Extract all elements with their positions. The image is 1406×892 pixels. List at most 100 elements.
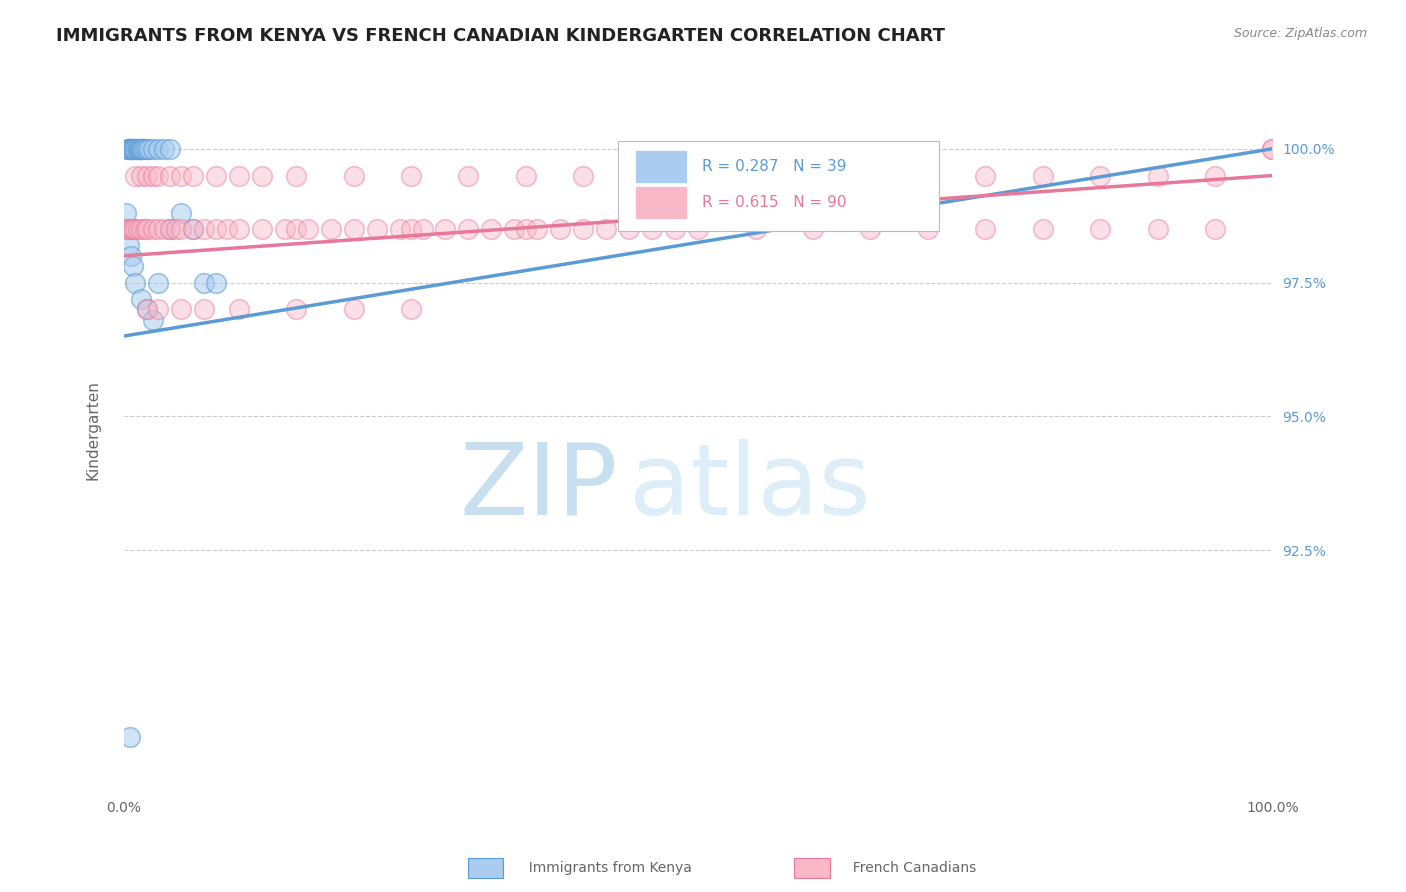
Point — [138, 142, 160, 156]
Point — [744, 169, 766, 183]
Point — [117, 238, 139, 252]
Point — [515, 169, 537, 183]
Point — [142, 142, 165, 156]
Point — [343, 169, 366, 183]
Point — [117, 222, 139, 236]
Point — [399, 302, 422, 317]
Point — [859, 222, 882, 236]
Point — [129, 169, 152, 183]
Point — [285, 222, 308, 236]
Point — [572, 169, 595, 183]
Point — [744, 222, 766, 236]
Point — [217, 222, 239, 236]
Text: atlas: atlas — [630, 439, 870, 536]
Text: French Canadians: French Canadians — [844, 861, 976, 875]
Point — [526, 222, 548, 236]
Point — [595, 222, 617, 236]
Point — [135, 142, 157, 156]
Point — [1146, 169, 1168, 183]
Point — [159, 222, 181, 236]
Point — [481, 222, 503, 236]
Point — [1204, 222, 1226, 236]
Point — [1032, 169, 1054, 183]
Text: IMMIGRANTS FROM KENYA VS FRENCH CANADIAN KINDERGARTEN CORRELATION CHART: IMMIGRANTS FROM KENYA VS FRENCH CANADIAN… — [56, 27, 945, 45]
Point — [124, 222, 146, 236]
FancyBboxPatch shape — [617, 141, 939, 231]
Point — [619, 222, 641, 236]
Point — [142, 169, 165, 183]
Point — [129, 142, 152, 156]
Point — [181, 222, 204, 236]
Point — [343, 222, 366, 236]
Point — [688, 169, 710, 183]
Point — [127, 222, 149, 236]
Point — [135, 169, 157, 183]
Point — [135, 222, 157, 236]
Point — [170, 169, 193, 183]
Point — [135, 302, 157, 317]
Point — [285, 169, 308, 183]
Point — [125, 142, 148, 156]
Point — [122, 142, 145, 156]
Text: Immigrants from Kenya: Immigrants from Kenya — [520, 861, 692, 875]
Point — [399, 169, 422, 183]
Point — [285, 302, 308, 317]
Text: R = 0.615   N = 90: R = 0.615 N = 90 — [702, 194, 846, 210]
Point — [117, 142, 139, 156]
Point — [118, 222, 141, 236]
Point — [917, 169, 939, 183]
Y-axis label: Kindergarten: Kindergarten — [86, 380, 100, 480]
Point — [129, 222, 152, 236]
Point — [434, 222, 457, 236]
Point — [142, 222, 165, 236]
Point — [859, 169, 882, 183]
Point — [122, 142, 145, 156]
Text: ZIP: ZIP — [460, 439, 617, 536]
Point — [148, 222, 170, 236]
Point — [128, 142, 150, 156]
Point — [1146, 222, 1168, 236]
Point — [120, 142, 142, 156]
Point — [974, 222, 997, 236]
Point — [135, 302, 157, 317]
Point — [193, 276, 215, 290]
Point — [917, 222, 939, 236]
Text: Source: ZipAtlas.com: Source: ZipAtlas.com — [1233, 27, 1367, 40]
Point — [170, 206, 193, 220]
Point — [124, 142, 146, 156]
Point — [399, 222, 422, 236]
Point — [148, 169, 170, 183]
Point — [641, 222, 664, 236]
Point — [134, 222, 156, 236]
Point — [1088, 169, 1111, 183]
Point — [250, 169, 273, 183]
Point — [572, 222, 595, 236]
Point — [1032, 222, 1054, 236]
Point — [131, 142, 153, 156]
Point — [664, 222, 686, 236]
Point — [204, 276, 226, 290]
Text: R = 0.287   N = 39: R = 0.287 N = 39 — [702, 159, 846, 174]
Point — [1204, 169, 1226, 183]
Point — [118, 731, 141, 745]
Point — [142, 313, 165, 327]
Point — [118, 142, 141, 156]
Point — [127, 142, 149, 156]
Point — [181, 222, 204, 236]
Point — [165, 222, 187, 236]
Point — [124, 276, 146, 290]
Point — [228, 169, 250, 183]
Point — [170, 222, 193, 236]
Point — [1088, 222, 1111, 236]
Point — [148, 302, 170, 317]
Point — [412, 222, 434, 236]
Point — [250, 222, 273, 236]
Bar — [636, 150, 686, 183]
Point — [457, 169, 479, 183]
Point — [801, 222, 824, 236]
Point — [129, 142, 152, 156]
Point — [153, 142, 176, 156]
Point — [974, 169, 997, 183]
Point — [204, 222, 226, 236]
Point — [273, 222, 295, 236]
